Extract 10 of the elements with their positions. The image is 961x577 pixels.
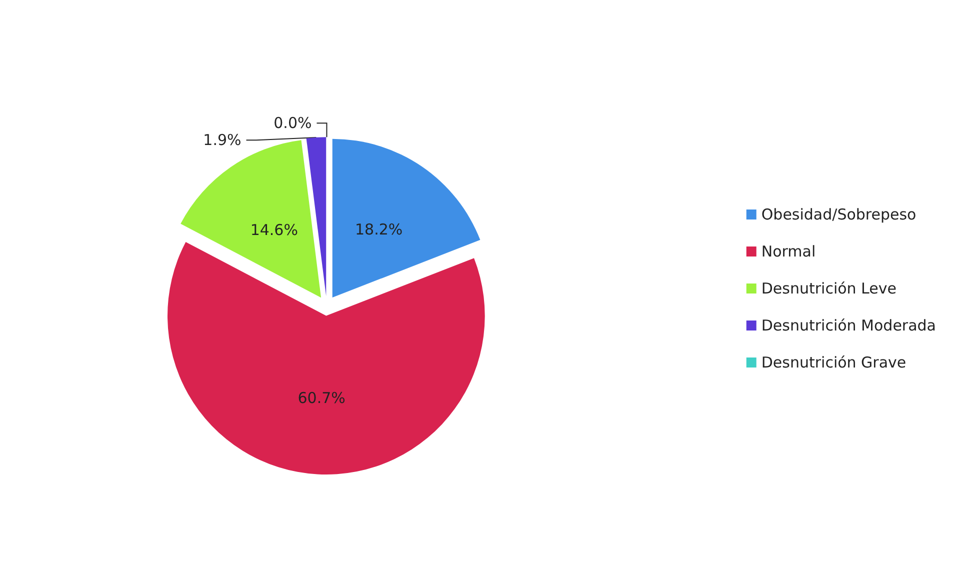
text: 0.0% <box>274 114 312 132</box>
data-label: 18.2% <box>355 220 403 239</box>
legend-label: Normal <box>761 242 816 260</box>
legend-label: Obesidad/Sobrepeso <box>761 206 916 224</box>
data-label: 60.7% <box>298 389 346 408</box>
data-label: 1.9% <box>203 131 242 150</box>
legend-label: Desnutrición Grave <box>761 354 906 372</box>
legend-label: Desnutrición Moderada <box>761 316 936 334</box>
legend-label: Desnutrición Leve <box>761 280 896 298</box>
data-label: 14.6% <box>250 220 298 239</box>
